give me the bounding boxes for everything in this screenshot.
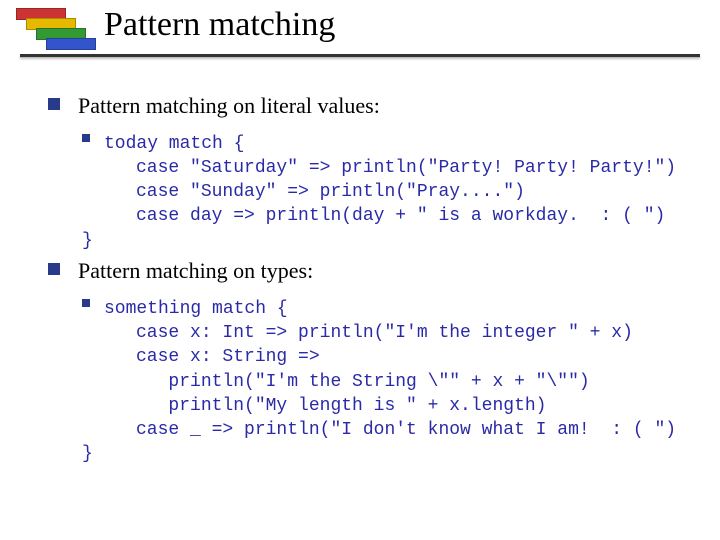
code-rest: case x: Int => println("I'm the integer … bbox=[82, 321, 698, 467]
bullet-text: Pattern matching on literal values: bbox=[78, 93, 380, 118]
square-bullet-icon bbox=[48, 263, 60, 275]
sub-bullet-item: something match { case x: Int => println… bbox=[48, 292, 698, 467]
code-block: today match { case "Saturday" => println… bbox=[104, 134, 698, 253]
code-block: something match { case x: Int => println… bbox=[104, 299, 698, 467]
code-line: something match { bbox=[104, 299, 288, 319]
slide-title: Pattern matching bbox=[104, 6, 335, 44]
slide: Pattern matching Pattern matching on lit… bbox=[0, 0, 720, 540]
sub-bullet-item: today match { case "Saturday" => println… bbox=[48, 127, 698, 253]
logo-icon bbox=[16, 8, 86, 52]
bullet-text: Pattern matching on types: bbox=[78, 258, 313, 283]
square-bullet-icon bbox=[48, 98, 60, 110]
square-bullet-icon bbox=[82, 134, 90, 142]
title-underline bbox=[20, 54, 700, 57]
slide-body: Pattern matching on literal values: toda… bbox=[48, 92, 698, 471]
square-bullet-icon bbox=[82, 299, 90, 307]
code-line: today match { bbox=[104, 134, 244, 154]
bullet-item: Pattern matching on literal values: bbox=[48, 92, 698, 121]
code-rest: case "Saturday" => println("Party! Party… bbox=[82, 156, 698, 253]
bullet-item: Pattern matching on types: bbox=[48, 257, 698, 286]
